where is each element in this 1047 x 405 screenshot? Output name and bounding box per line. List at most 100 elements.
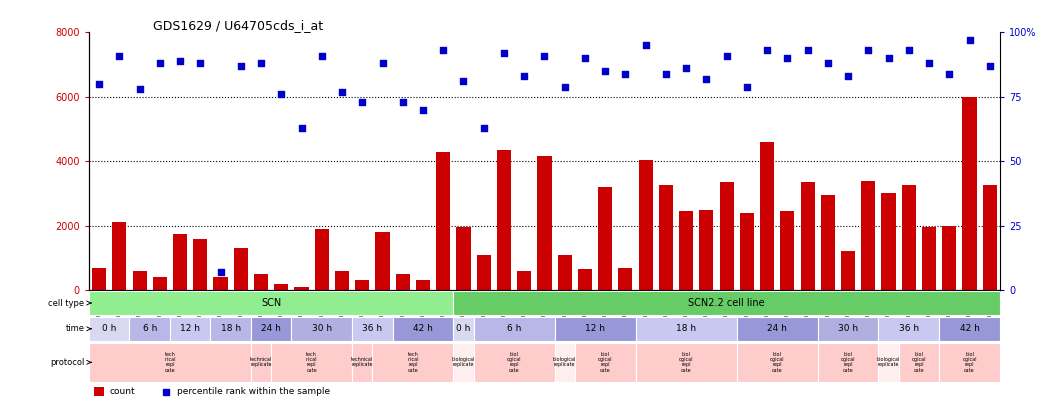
Bar — [294, 287, 309, 290]
Point — [536, 52, 553, 59]
Bar — [878, 343, 898, 382]
Bar — [352, 317, 393, 341]
Point — [111, 52, 128, 59]
Text: biol
ogical
repl
cate: biol ogical repl cate — [678, 352, 693, 373]
Text: 0 h: 0 h — [102, 324, 116, 333]
Bar — [352, 343, 373, 382]
Point — [840, 73, 856, 79]
Text: 24 h: 24 h — [262, 324, 281, 333]
Bar — [555, 317, 636, 341]
Bar — [636, 343, 737, 382]
Text: technical
replicate: technical replicate — [250, 357, 272, 367]
Text: percentile rank within the sample: percentile rank within the sample — [177, 388, 331, 396]
Text: cell type: cell type — [48, 298, 85, 307]
Bar — [254, 274, 268, 290]
Point — [334, 88, 351, 95]
Bar — [818, 317, 878, 341]
Point — [961, 37, 978, 43]
Point — [192, 60, 208, 66]
Bar — [214, 277, 227, 290]
Bar — [393, 317, 453, 341]
Bar — [133, 271, 147, 290]
Point — [658, 70, 674, 77]
Bar — [619, 268, 632, 290]
Text: 6 h: 6 h — [142, 324, 157, 333]
Text: biological
replicate: biological replicate — [553, 357, 576, 367]
Text: 42 h: 42 h — [414, 324, 432, 333]
Bar — [89, 343, 251, 382]
Point — [920, 60, 937, 66]
Point — [698, 76, 715, 82]
Bar — [373, 343, 453, 382]
Point — [415, 107, 431, 113]
Point — [455, 78, 472, 85]
Text: biological
replicate: biological replicate — [452, 357, 475, 367]
Bar — [92, 268, 106, 290]
Bar — [555, 343, 575, 382]
Text: biological
replicate: biological replicate — [877, 357, 900, 367]
Text: time: time — [66, 324, 85, 333]
Bar — [251, 317, 291, 341]
Text: 42 h: 42 h — [960, 324, 979, 333]
Bar — [841, 252, 855, 290]
Bar — [878, 317, 939, 341]
Bar — [659, 185, 673, 290]
Point — [677, 65, 694, 72]
Text: biol
ogical
repl
cate: biol ogical repl cate — [770, 352, 784, 373]
Bar — [760, 142, 774, 290]
Text: 0 h: 0 h — [456, 324, 471, 333]
Bar — [416, 280, 430, 290]
Bar — [517, 271, 531, 290]
Bar — [153, 277, 166, 290]
Bar — [396, 274, 409, 290]
Bar — [636, 317, 737, 341]
Bar — [680, 211, 693, 290]
Text: tech
nical
repl
cate: tech nical repl cate — [407, 352, 419, 373]
Text: biol
ogical
repl
cate: biol ogical repl cate — [598, 352, 612, 373]
Point — [759, 47, 776, 54]
Bar — [942, 226, 956, 290]
Text: 36 h: 36 h — [898, 324, 919, 333]
Text: tech
nical
repl
cate: tech nical repl cate — [306, 352, 317, 373]
Bar — [274, 284, 288, 290]
Point — [516, 73, 533, 79]
Text: SCN2.2 cell line: SCN2.2 cell line — [688, 298, 765, 308]
Bar — [862, 181, 875, 290]
Text: protocol: protocol — [50, 358, 85, 367]
Bar — [355, 280, 370, 290]
Bar — [315, 229, 329, 290]
Point — [152, 60, 169, 66]
Bar — [939, 343, 1000, 382]
Text: biol
ogical
repl
cate: biol ogical repl cate — [912, 352, 927, 373]
Point — [638, 42, 654, 49]
Text: 18 h: 18 h — [221, 324, 241, 333]
Bar — [89, 291, 453, 315]
Bar — [962, 97, 977, 290]
Point — [213, 269, 229, 275]
Bar — [453, 317, 473, 341]
Text: 12 h: 12 h — [180, 324, 200, 333]
Bar — [437, 151, 450, 290]
Point — [435, 47, 451, 54]
Point — [799, 47, 816, 54]
Point — [941, 70, 958, 77]
Bar — [210, 317, 251, 341]
Bar — [173, 234, 187, 290]
Bar — [89, 317, 130, 341]
Point — [738, 83, 755, 90]
Bar — [939, 317, 1000, 341]
Bar — [456, 227, 470, 290]
Point — [273, 91, 290, 98]
Point — [718, 52, 735, 59]
Point — [617, 70, 633, 77]
Bar — [453, 343, 473, 382]
Text: biol
ogical
repl
cate: biol ogical repl cate — [507, 352, 521, 373]
Bar — [699, 209, 713, 290]
Point — [313, 52, 330, 59]
Bar — [578, 269, 592, 290]
Bar — [901, 185, 916, 290]
Point — [475, 124, 492, 131]
Bar — [737, 343, 818, 382]
Text: 30 h: 30 h — [312, 324, 332, 333]
Bar — [598, 187, 612, 290]
